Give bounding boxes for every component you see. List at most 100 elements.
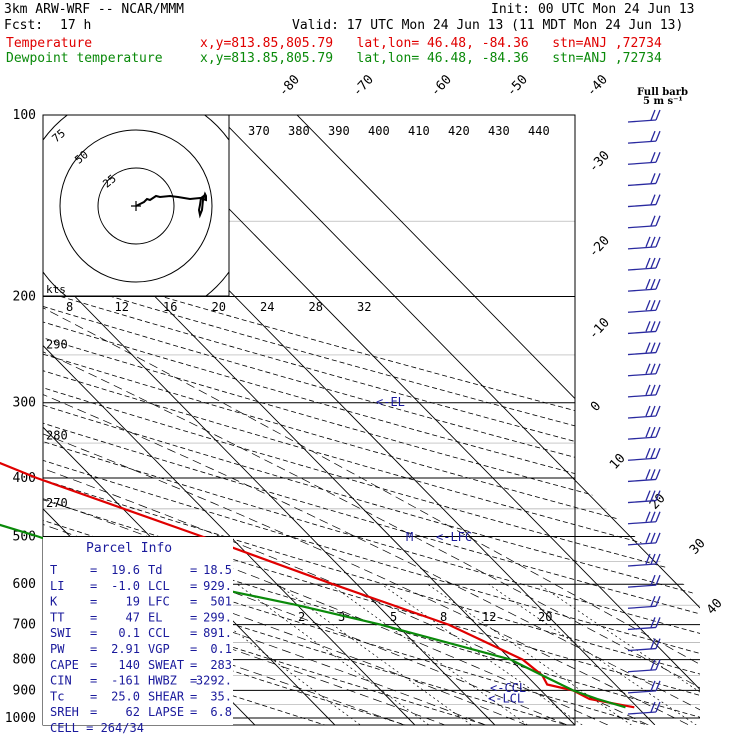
annotation-el: <-EL — [376, 395, 405, 409]
temperature-legend: Temperature — [6, 36, 93, 51]
parcel-val-lcl: 929. — [203, 579, 232, 593]
wind-barbs — [627, 109, 661, 715]
wind-barb-16 — [627, 426, 661, 440]
wind-barb-5 — [627, 194, 661, 208]
wind-barb-19 — [627, 490, 661, 504]
theta-label-380: 380 — [288, 124, 310, 138]
parcel-eq: = — [90, 674, 97, 688]
wind-barb-18 — [627, 469, 661, 483]
dry-adiabat-430 — [43, 115, 700, 725]
wind-barb-2 — [627, 130, 661, 144]
wind-barb-23 — [627, 574, 661, 588]
mixing-ratio-low-label-2: 2 — [298, 610, 305, 624]
mixing-ratio-2 — [237, 583, 438, 725]
parcel-eq: = — [190, 705, 197, 719]
parcel-val-shear: 35. — [210, 689, 232, 703]
pressure-label-300: 300 — [13, 396, 36, 411]
temperature-profile — [0, 461, 635, 709]
mixing-ratio-top-label-12: 12 — [115, 300, 129, 314]
theta-label-420: 420 — [448, 124, 470, 138]
isotherm-label--50: -50 — [504, 72, 531, 99]
parcel-eq: = — [90, 595, 97, 609]
isotherm-label--40: -40 — [584, 72, 611, 99]
parcel-key-cape: CAPE — [50, 658, 79, 672]
moist-adiabat-10 — [43, 296, 581, 725]
parcel-key-el: EL — [148, 610, 162, 624]
annotation-lcl: <-LCL — [488, 692, 524, 706]
pressure-label-600: 600 — [13, 577, 36, 592]
parcel-val-lapse: 6.8 — [210, 705, 232, 719]
dry-adiabat-260 — [43, 115, 425, 725]
wind-barb-8 — [627, 257, 661, 271]
parcel-key-li: LI — [50, 579, 64, 593]
isotherm-label-10: 10 — [607, 451, 629, 473]
mixing-ratio-top-label-20: 20 — [212, 300, 226, 314]
theta-label-440: 440 — [528, 124, 550, 138]
mixing-ratio-low-label-3: 3 — [338, 610, 345, 624]
isotherm-label--10: -10 — [586, 315, 613, 342]
parcel-val-cin: -161 — [111, 674, 140, 688]
theta-label-400: 400 — [368, 124, 390, 138]
wind-barb-29 — [627, 701, 661, 715]
wind-barb-15 — [627, 405, 661, 419]
parcel-eq: = — [190, 626, 197, 640]
moist-adiabat-25 — [43, 296, 700, 725]
pressure-label-700: 700 — [13, 618, 36, 633]
dry-adiabat-360 — [43, 115, 700, 725]
parcel-val-hwbz: 3292. — [196, 674, 232, 688]
dewpoint-profile — [0, 523, 626, 709]
parcel-val-pw: 2.91 — [111, 642, 140, 656]
hodograph-ring-1 — [97, 167, 175, 245]
theta-label-430: 430 — [488, 124, 510, 138]
dewpoint-legend: Dewpoint temperature — [6, 51, 163, 66]
parcel-key-t: T — [50, 563, 57, 577]
wind-barb-28 — [627, 680, 661, 694]
mixing-ratio-top-label-24: 24 — [260, 300, 274, 314]
parcel-val-li: -1.0 — [111, 579, 140, 593]
mixing-ratio-top-label-32: 32 — [357, 300, 371, 314]
parcel-eq: = — [190, 689, 197, 703]
pressure-label-800: 800 — [13, 653, 36, 668]
isotherm-label--30: -30 — [586, 148, 613, 175]
pressure-label-900: 900 — [13, 683, 36, 698]
theta-side-label-270: 270 — [46, 496, 68, 510]
mixing-ratio-low-label-8: 8 — [440, 610, 447, 624]
wind-barb-9 — [627, 278, 661, 292]
dry-adiabat-340 — [43, 115, 700, 725]
dry-adiabat-310 — [43, 115, 700, 725]
parcel-key-pw: PW — [50, 642, 65, 656]
hodograph-trace — [135, 191, 207, 219]
mixing-ratio-8 — [381, 583, 591, 725]
parcel-val-tt: 47 — [126, 610, 140, 624]
wind-barb-6 — [627, 215, 661, 229]
mixing-ratio-12 — [427, 583, 640, 725]
parcel-val-vgp: 0.1 — [210, 642, 232, 656]
parcel-key-shear: SHEAR — [148, 689, 185, 703]
parcel-marker-m: M — [406, 530, 413, 544]
forecast-label: Fcst: — [4, 18, 44, 33]
parcel-val-ccl: 891. — [203, 626, 232, 640]
theta-side-label-290: 290 — [46, 337, 68, 351]
theta-label-370: 370 — [248, 124, 270, 138]
parcel-eq: = — [190, 595, 197, 609]
parcel-val-lfc: 501 — [210, 595, 232, 609]
parcel-key-lcl: LCL — [148, 579, 170, 593]
parcel-eq: = — [90, 689, 97, 703]
isotherm-label--60: -60 — [428, 72, 455, 99]
parcel-key-k: K — [50, 595, 58, 609]
parcel-key-vgp: VGP — [148, 642, 170, 656]
model-title: 3km ARW-WRF -- NCAR/MMM — [4, 2, 185, 17]
mixing-ratio-low-label-12: 12 — [482, 610, 496, 624]
parcel-val-el: 299. — [203, 610, 232, 624]
parcel-panel-bg — [43, 537, 233, 725]
moist-adiabat--10 — [43, 296, 421, 725]
parcel-key-lapse: LAPSE — [148, 705, 184, 719]
parcel-key-tt: TT — [50, 610, 64, 624]
dewpoint-location: x,y=813.85,805.79 lat,lon= 46.48, -84.36… — [200, 51, 662, 66]
dry-adiabat-290 — [43, 115, 669, 725]
parcel-key-tc: Tc — [50, 689, 64, 703]
wind-barb-20 — [627, 511, 661, 525]
dry-adiabat-390 — [43, 115, 700, 725]
parcel-eq: = — [90, 705, 97, 719]
parcel-key-ccl: CCL — [148, 626, 170, 640]
